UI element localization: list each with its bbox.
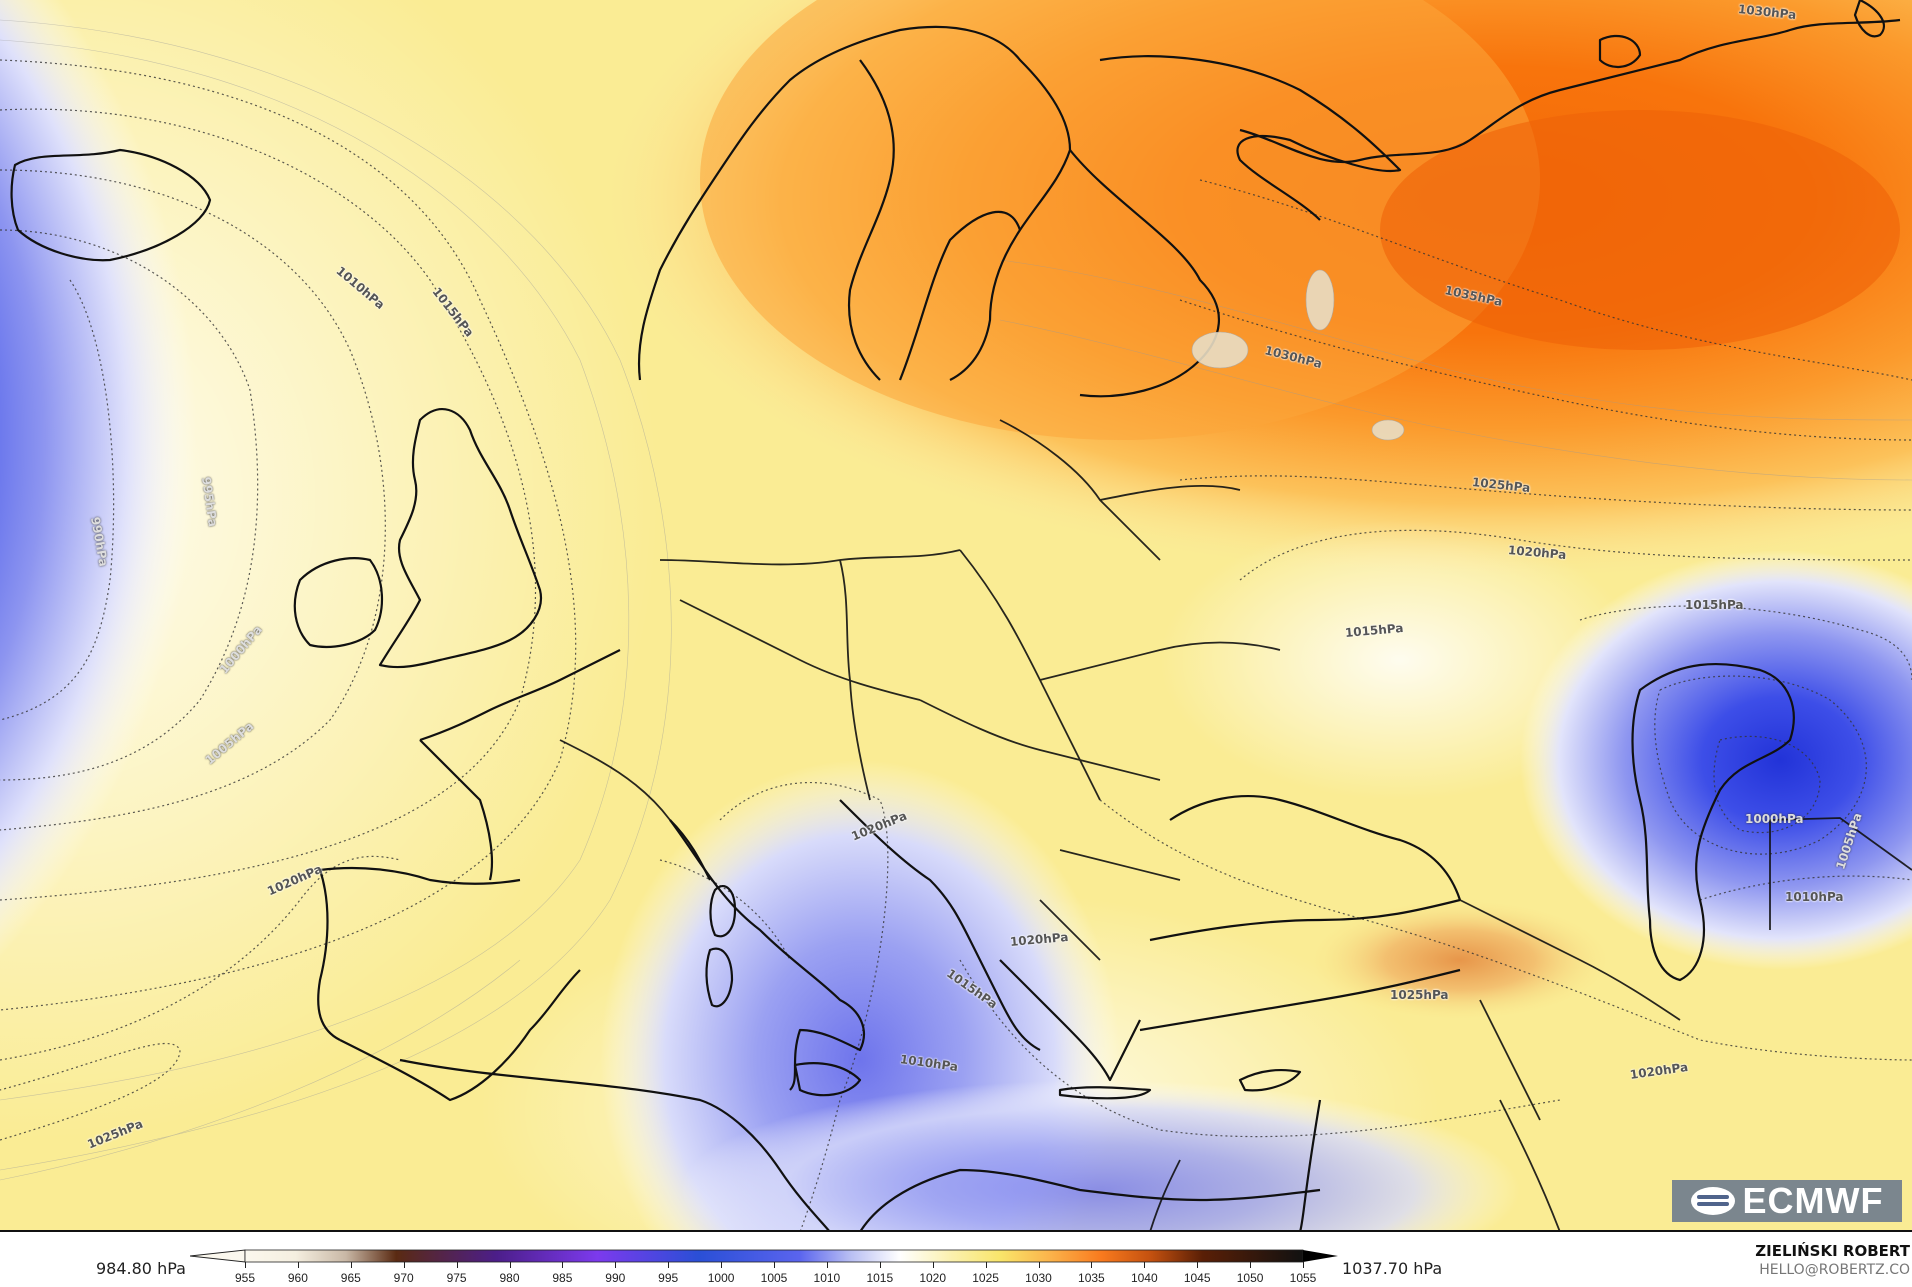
colorbar-tick [403,1262,405,1268]
colorbar-tick [245,1262,246,1268]
colorbar-tick [1197,1262,1199,1268]
ecmwf-logo-icon [1690,1187,1735,1215]
pressure-field [0,0,1912,1230]
colorbar-tick [456,1262,458,1268]
colorbar-tick-label: 965 [340,1271,361,1285]
colorbar-tick [668,1262,670,1268]
colorbar-max-arrow [1303,1250,1338,1262]
colorbar-tick-label: 970 [393,1271,414,1285]
colorbar-tick [985,1262,987,1268]
colorbar-min-label: 984.80 hPa [96,1259,186,1278]
colorbar-tick [1250,1262,1252,1268]
colorbar-tick-label: 1050 [1236,1271,1264,1285]
colorbar-tick-label: 1045 [1183,1271,1211,1285]
colorbar-min-arrow [190,1249,246,1263]
isobar-label: 1025hPa [1390,988,1449,1002]
colorbar [190,1249,1338,1263]
colorbar-tick [350,1262,352,1268]
colorbar-tick [1303,1262,1304,1268]
colorbar-tick-label: 955 [234,1271,256,1285]
colorbar-tick [879,1262,881,1268]
colorbar-tick [562,1262,564,1268]
colorbar-tick-label: 985 [552,1271,573,1285]
colorbar-tick-label: 1005 [760,1271,788,1285]
colorbar-tick-label: 1030 [1025,1271,1052,1285]
isobar-label: 1015hPa [1685,598,1744,612]
colorbar-ticks: 955 960 965 970 975 980 985 990 995 1000 1005 1010 1… [0,1262,1912,1286]
colorbar-tick-label: 980 [499,1271,520,1285]
colorbar-tick-label: 960 [287,1271,308,1285]
isobar-label: 1000hPa [1745,812,1804,826]
ecmwf-logo: ECMWF [1672,1180,1902,1222]
colorbar-tick-label: 990 [605,1271,626,1285]
colorbar-tick-label: 1040 [1130,1271,1158,1285]
author-credit: ZIELIŃSKI ROBERT HELLO@ROBERTZ.CO [1755,1242,1910,1278]
colorbar-tick [1038,1262,1040,1268]
colorbar-tick [826,1262,828,1268]
pressure-map: 1010hPa 1015hPa 995hPa 990hPa 1000hPa 1005hPa… [0,0,1912,1232]
coastlines [10,0,1901,1230]
colorbar-max-label: 1037.70 hPa [1342,1259,1443,1278]
country-borders [559,419,1912,1230]
colorbar-tick-label: 1025 [972,1271,999,1285]
author-email: HELLO@ROBERTZ.CO [1759,1262,1910,1278]
colorbar-tick-label: 1015 [866,1271,894,1285]
colorbar-tick [774,1262,775,1268]
colorbar-tick-label: 1000 [707,1271,735,1285]
colorbar-tick [1144,1262,1146,1268]
colorbar-tick [1091,1262,1093,1268]
ecmwf-logo-text: ECMWF [1742,1180,1884,1221]
colorbar-tick-label: 1035 [1078,1271,1105,1285]
colorbar-body [244,1249,1304,1263]
colorbar-tick-label: 1055 [1289,1271,1317,1285]
colorbar-tick-label: 975 [446,1271,467,1285]
colorbar-tick [509,1262,511,1268]
colorbar-tick [932,1262,934,1268]
colorbar-tick [615,1262,617,1268]
author-name: ZIELIŃSKI ROBERT [1755,1242,1910,1260]
colorbar-tick-label: 995 [658,1271,679,1285]
colorbar-tick [721,1262,723,1268]
isobar-label: 1010hPa [1785,890,1844,904]
colorbar-tick-label: 1010 [813,1271,841,1285]
colorbar-tick-label: 1020 [919,1271,947,1285]
colorbar-tick [297,1262,299,1268]
